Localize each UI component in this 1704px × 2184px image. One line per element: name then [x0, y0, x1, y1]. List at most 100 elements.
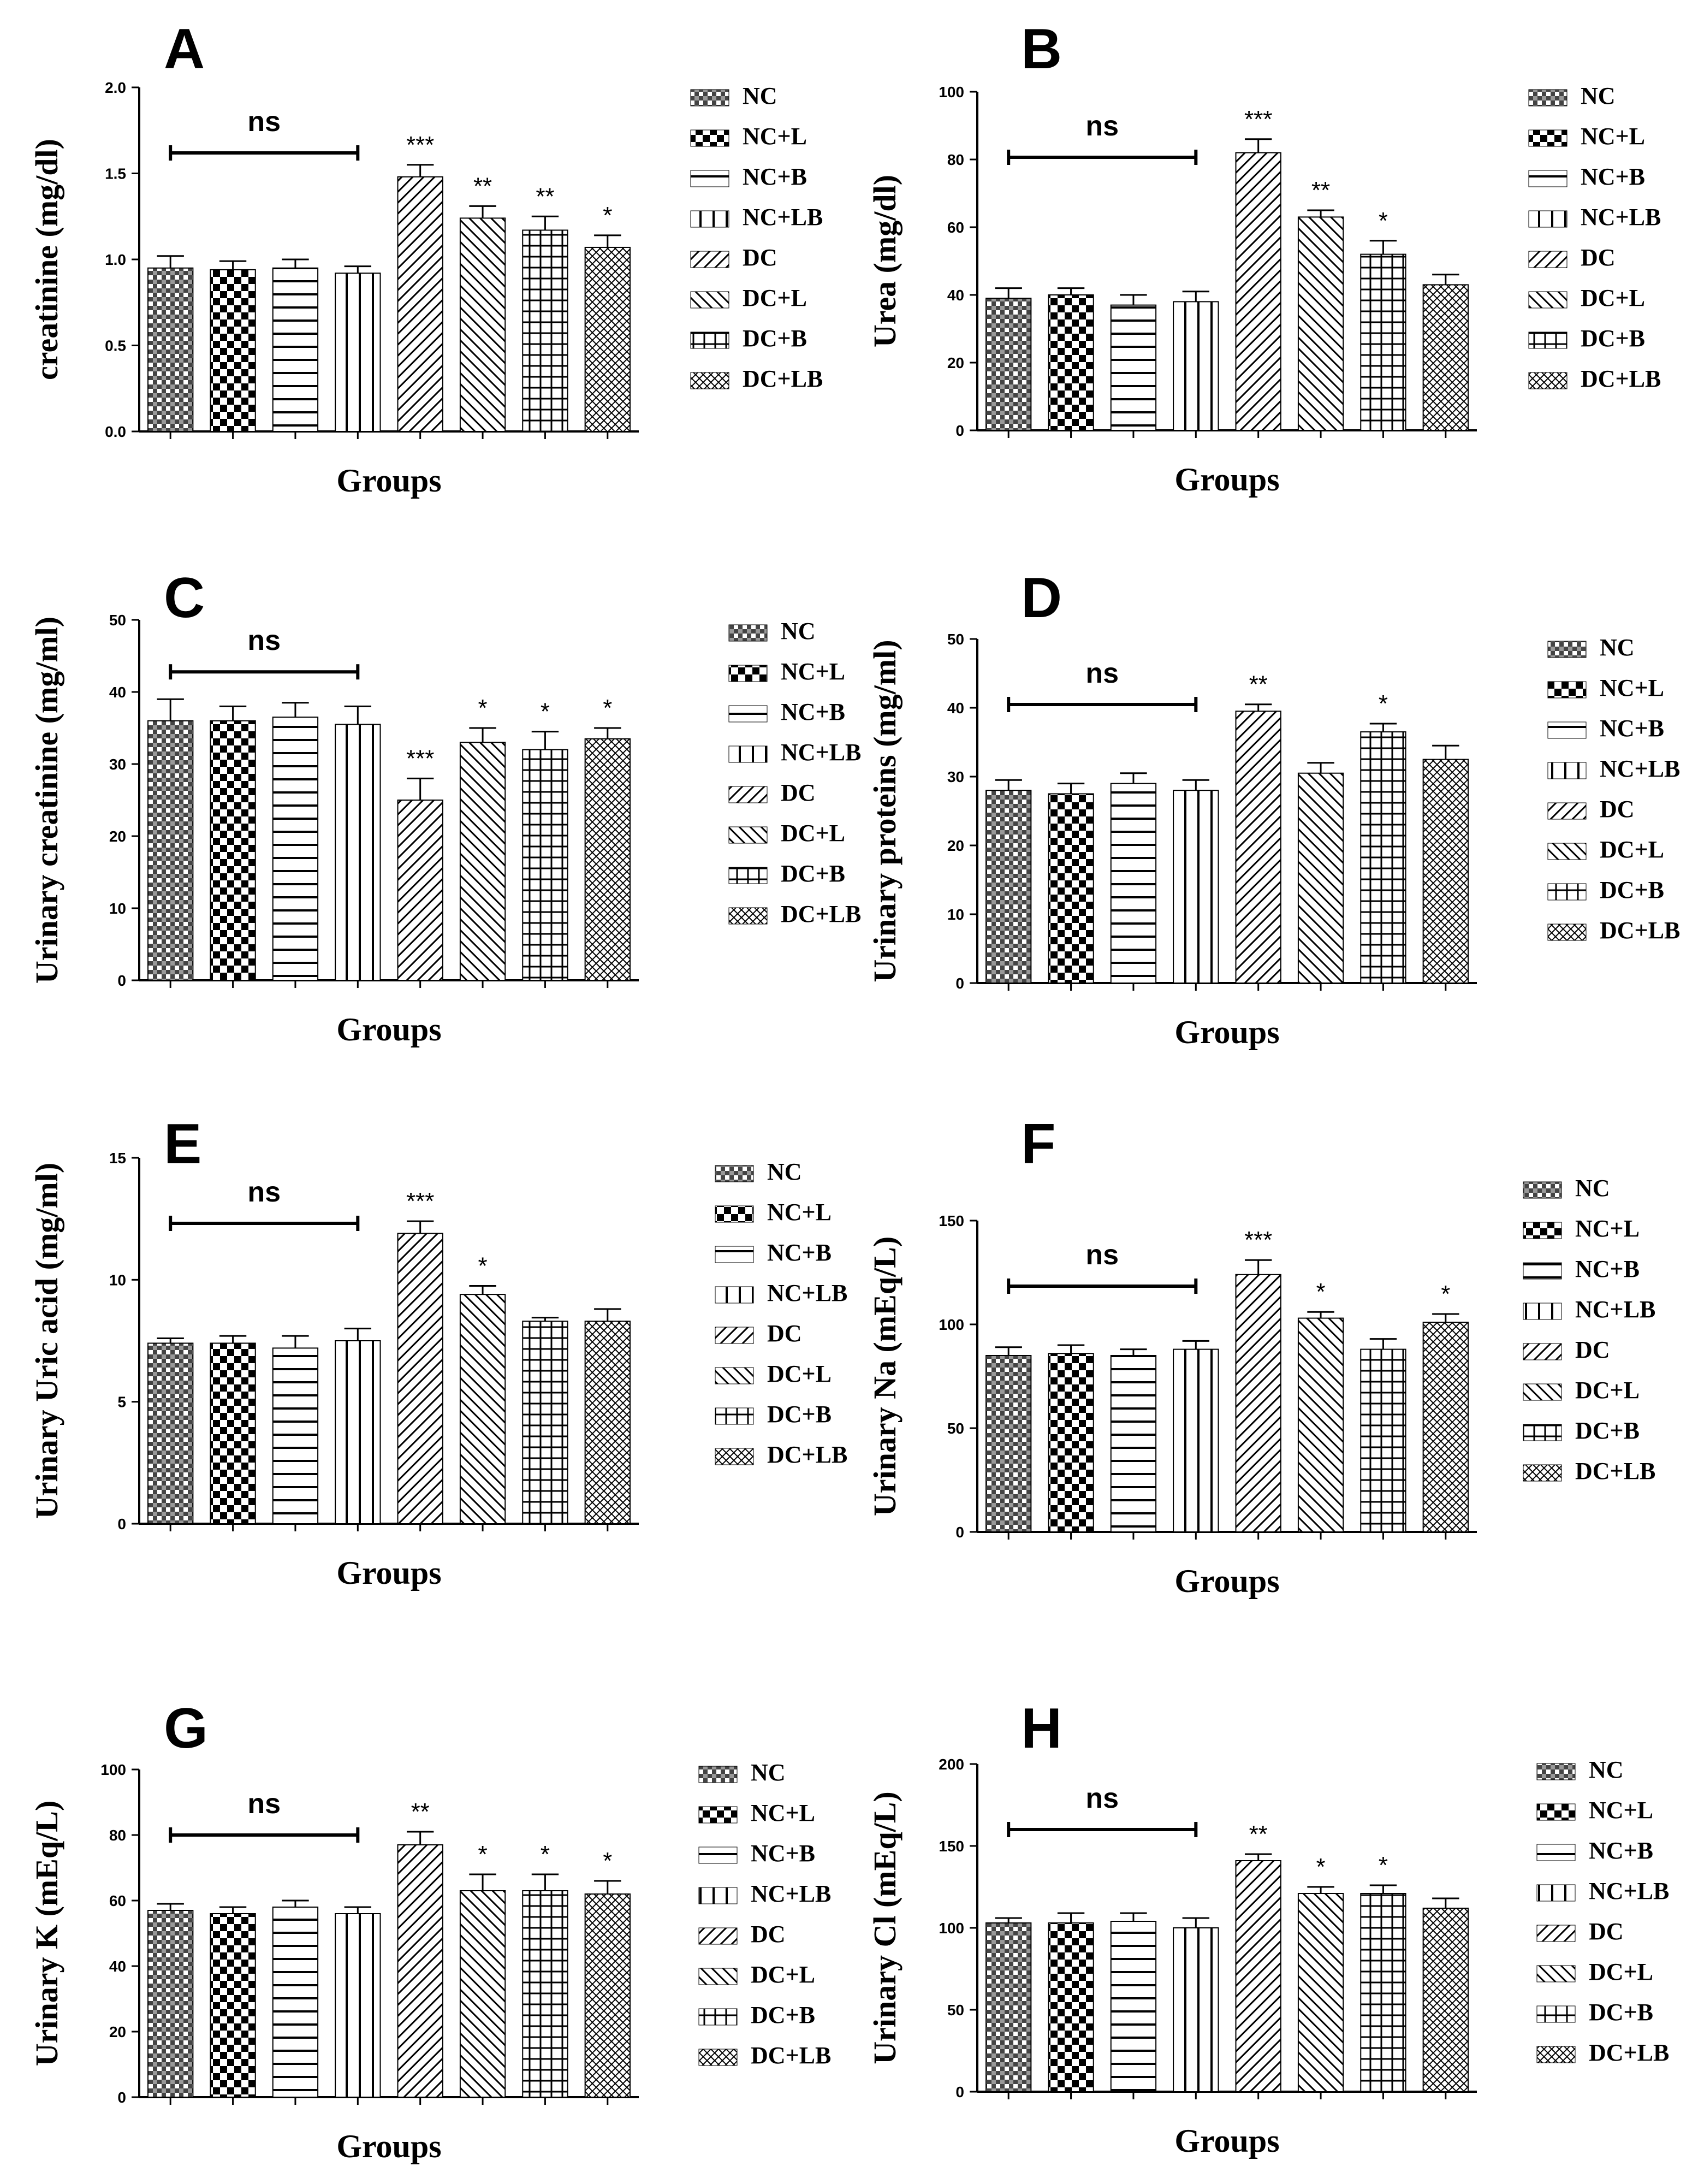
legend-label: DC [751, 1921, 786, 1948]
significance-mark: * [603, 202, 612, 229]
bar-nc-l [210, 1342, 256, 1524]
bar-nc-lb [1173, 301, 1219, 431]
panel-letter: C [164, 566, 205, 630]
legend-label: NC [1600, 634, 1635, 661]
bar-nc [985, 1922, 1032, 2092]
y-tick-label: 50 [947, 2002, 964, 2019]
y-tick-label: 40 [109, 1958, 126, 1975]
bar-dc [397, 1844, 443, 2098]
bar-nc-lb [1173, 790, 1219, 984]
legend-label: NC+L [1600, 674, 1664, 701]
legend-label: NC+B [767, 1239, 832, 1266]
significance-mark: ** [411, 1798, 430, 1825]
bar-nc-l [210, 720, 256, 981]
legend-swatch [1536, 1803, 1576, 1821]
legend-swatch [698, 1968, 738, 1985]
legend-label: NC+B [1600, 715, 1664, 742]
significance-mark: ** [473, 173, 492, 199]
y-tick-label: 40 [947, 700, 964, 717]
legend-label: DC+LB [781, 901, 861, 927]
panel-letter: F [1021, 1112, 1056, 1176]
legend-label: NC+B [781, 699, 845, 725]
y-axis-label: Urinary Cl (mEq/L) [867, 1791, 903, 2064]
legend-label: DC+LB [1589, 2039, 1669, 2066]
y-tick-label: 50 [109, 612, 126, 629]
significance-mark: ** [1311, 177, 1330, 204]
legend-swatch [1536, 1844, 1576, 1861]
legend-swatch [1536, 2046, 1576, 2063]
bar-dc [1235, 1274, 1281, 1533]
legend-swatch [1528, 251, 1568, 268]
legend-swatch [1536, 1884, 1576, 1902]
legend-label: DC+B [1575, 1417, 1640, 1444]
y-tick-label: 0.5 [105, 338, 126, 354]
bar-nc [147, 720, 194, 981]
legend-label: NC+B [743, 163, 807, 190]
legend-swatch [690, 210, 729, 228]
legend-label: NC+B [1575, 1256, 1640, 1282]
legend-label: DC+LB [1581, 365, 1661, 392]
legend-swatch [1523, 1222, 1562, 1239]
legend-swatch [698, 1766, 738, 1783]
ns-label: ns [247, 1176, 281, 1208]
legend-label: NC+L [743, 123, 807, 150]
bar-nc-b [272, 717, 319, 981]
legend-swatch [715, 1246, 754, 1263]
legend-swatch [1547, 641, 1587, 658]
y-tick-label: 0 [955, 2084, 964, 2100]
legend-label: DC [1600, 796, 1635, 822]
legend-label: NC [743, 82, 777, 109]
significance-mark: ** [536, 183, 554, 210]
y-axis-label: Urinary proteins (mg/ml) [867, 640, 903, 982]
bar-nc-lb [335, 273, 381, 432]
legend-label: NC+LB [1600, 755, 1680, 782]
legend-label: DC+B [751, 2002, 815, 2028]
legend-swatch [715, 1286, 754, 1304]
legend-swatch [690, 170, 729, 187]
legend-swatch [715, 1205, 754, 1223]
legend-swatch [698, 2049, 738, 2066]
legend-label: NC+LB [1589, 1878, 1669, 1904]
bar-nc-b [1110, 783, 1157, 984]
significance-mark: * [1316, 1854, 1326, 1880]
significance-mark: * [1316, 1279, 1326, 1305]
legend-label: DC+L [767, 1360, 832, 1387]
y-tick-label: 10 [109, 1271, 126, 1288]
legend-swatch [715, 1327, 754, 1344]
x-axis-label: Groups [336, 463, 441, 499]
bar-dc-lb [584, 738, 631, 981]
bar-nc [985, 1355, 1032, 1532]
significance-mark: * [478, 1253, 488, 1280]
y-tick-label: 0 [117, 972, 126, 989]
bar-nc-lb [1173, 1927, 1219, 2092]
ns-label: ns [1085, 1783, 1119, 1814]
legend-label: DC+L [743, 285, 807, 311]
legend-label: DC [1575, 1336, 1610, 1363]
legend-label: DC+L [751, 1961, 815, 1988]
legend-swatch [1547, 762, 1587, 779]
bar-nc-b [272, 267, 319, 432]
significance-mark: *** [406, 1188, 434, 1215]
legend-swatch [1547, 721, 1587, 739]
bar-nc [147, 1910, 194, 2098]
legend-label: NC+LB [781, 739, 861, 766]
y-tick-label: 15 [109, 1150, 126, 1167]
legend-swatch [1523, 1262, 1562, 1280]
y-tick-label: 10 [947, 906, 964, 923]
legend-swatch [1523, 1424, 1562, 1441]
bar-dc-lb [1422, 1908, 1469, 2092]
bar-dc-lb [584, 1321, 631, 1524]
legend-swatch [690, 251, 729, 268]
significance-mark: ** [1249, 671, 1268, 698]
y-tick-label: 0.0 [105, 423, 126, 440]
legend-label: DC [781, 779, 816, 806]
significance-mark: * [1379, 208, 1388, 234]
y-tick-label: 40 [947, 287, 964, 304]
legend-label: NC+B [1581, 163, 1645, 190]
legend-label: NC [1589, 1756, 1624, 1783]
legend-swatch [1547, 883, 1587, 901]
